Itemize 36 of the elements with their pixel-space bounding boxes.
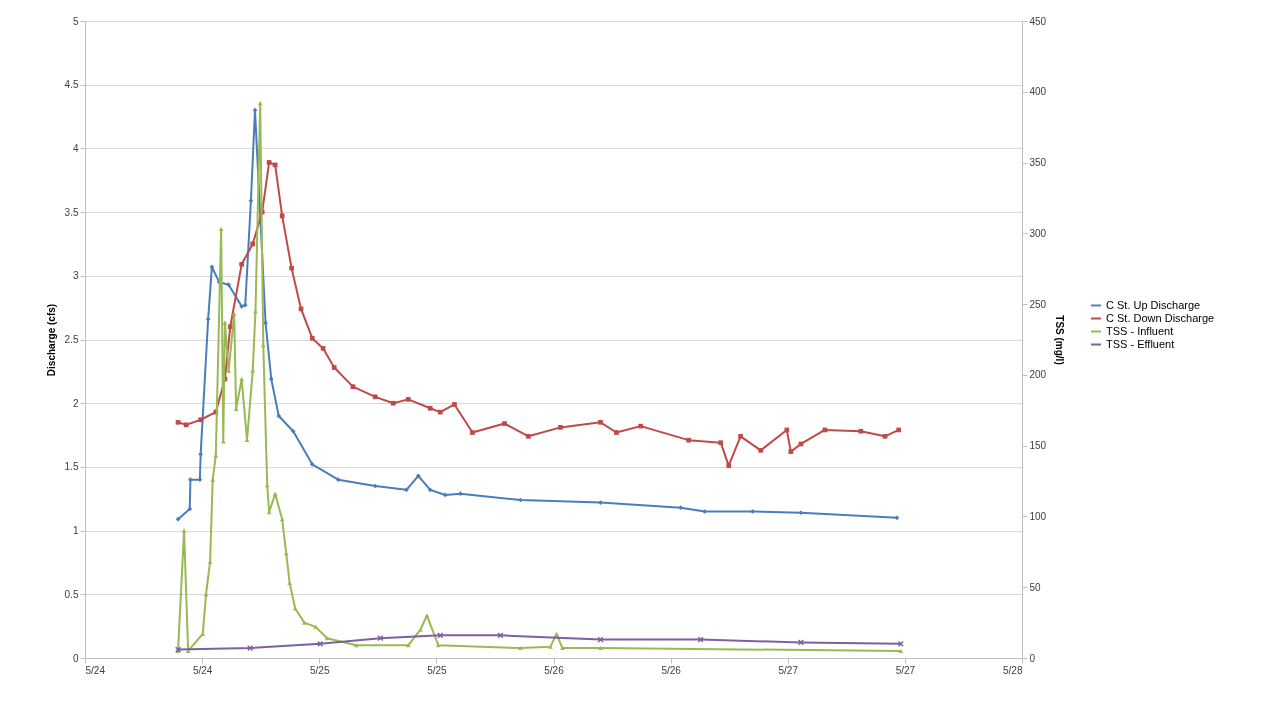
y2-tick-label: 0 xyxy=(1029,652,1036,664)
y-tick-label: 3 xyxy=(72,270,79,282)
y2-axis-title: TSS (mg/l) xyxy=(1054,315,1066,365)
y2-tick-label: 50 xyxy=(1029,581,1042,593)
x-tick-label: 5/25 xyxy=(427,664,448,676)
x-tick-label: 5/25 xyxy=(310,664,330,676)
y-tick-label: 4 xyxy=(72,142,79,154)
y-tick-label: 2.5 xyxy=(64,334,79,345)
legend-label: TSS - Influent xyxy=(1106,324,1174,337)
x-tick-label: 5/28 xyxy=(1003,664,1023,676)
y2-tick-label: 250 xyxy=(1029,298,1047,310)
x-tick-label: 5/24 xyxy=(192,664,213,676)
y-tick-label: 1 xyxy=(72,525,79,537)
y2-tick-label: 300 xyxy=(1029,227,1047,239)
y-tick-label: 0 xyxy=(72,652,79,664)
y-tick-label: 1.5 xyxy=(64,461,79,473)
y2-tick-label: 150 xyxy=(1029,440,1047,452)
y2-tick-label: 400 xyxy=(1029,86,1047,98)
y-tick-label: 0.5 xyxy=(64,588,79,600)
x-tick-label: 5/27 xyxy=(895,664,916,676)
y-tick-label: 2 xyxy=(72,397,79,409)
y-tick-label: 3.5 xyxy=(64,206,79,218)
y-axis-title: Discharge (cfs) xyxy=(45,303,57,377)
y2-tick-label: 100 xyxy=(1029,510,1047,522)
y-tick-label: 5 xyxy=(72,15,79,27)
y-tick-label: 4.5 xyxy=(64,79,79,91)
y2-tick-label: 350 xyxy=(1029,157,1047,169)
x-tick-label: 5/27 xyxy=(778,664,799,676)
x-tick-label: 5/24 xyxy=(85,664,106,676)
x-tick-label: 5/26 xyxy=(544,664,565,676)
y2-tick-label: 200 xyxy=(1029,369,1047,381)
y2-tick-label: 450 xyxy=(1029,15,1047,27)
legend-label: TSS - Effluent xyxy=(1106,337,1175,350)
legend-label: C St. Up Discharge xyxy=(1106,298,1201,311)
x-tick-label: 5/26 xyxy=(661,664,682,676)
legend-label: C St. Down Discharge xyxy=(1106,311,1215,324)
